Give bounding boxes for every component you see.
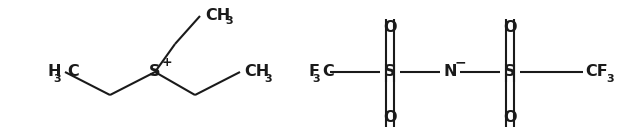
Text: O: O <box>503 19 516 34</box>
Text: CH: CH <box>244 64 269 79</box>
Text: CF: CF <box>585 64 608 79</box>
Text: S: S <box>149 64 161 79</box>
Text: O: O <box>503 109 516 124</box>
Text: −: − <box>454 55 466 69</box>
Text: 3: 3 <box>312 74 320 84</box>
Text: N: N <box>444 64 457 79</box>
Text: C: C <box>67 64 79 79</box>
Text: S: S <box>504 64 516 79</box>
Text: 3: 3 <box>225 16 232 26</box>
Text: CH: CH <box>205 7 230 22</box>
Text: F: F <box>309 64 320 79</box>
Text: S: S <box>384 64 396 79</box>
Text: O: O <box>383 109 397 124</box>
Text: 3: 3 <box>264 74 271 84</box>
Text: H: H <box>47 64 61 79</box>
Text: 3: 3 <box>606 74 614 84</box>
Text: +: + <box>162 55 172 68</box>
Text: O: O <box>383 19 397 34</box>
Text: 3: 3 <box>53 74 61 84</box>
Text: C: C <box>322 64 333 79</box>
